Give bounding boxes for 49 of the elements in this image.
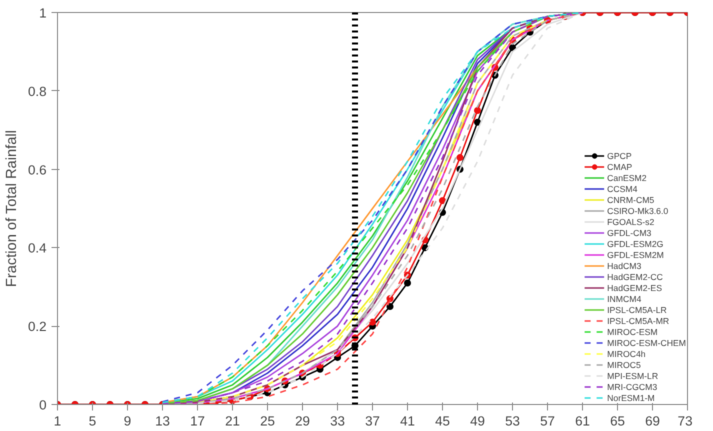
legend-label: CNRM-CM5 [607,194,654,205]
legend-label: GFDL-ESM2G [607,238,664,249]
legend-label: MIROC-ESM-CHEM [607,337,686,348]
x-tick-label: 69 [645,414,660,428]
x-tick-label: 73 [678,414,693,428]
y-tick-label: 0.4 [28,240,48,256]
legend-label: HadGEM2-CC [607,271,663,282]
legend-label: NorESM1-M [607,392,655,403]
y-tick-label: 0.2 [28,319,47,334]
y-tick-label: 0.6 [28,162,47,178]
legend-label: MRI-CGCM3 [607,381,658,392]
x-tick-label: 37 [365,414,380,428]
x-tick-label: 21 [225,414,240,428]
legend-label: GFDL-ESM2M [607,249,664,260]
legend-label: MIROC-ESM [607,326,658,337]
x-tick-label: 25 [260,414,275,428]
x-tick-label: 33 [330,414,345,428]
legend-label: HadCM3 [607,260,642,271]
x-tick-label: 41 [400,414,415,428]
y-tick-label: 0.8 [28,84,47,99]
x-tick-label: 57 [540,414,555,428]
legend-label: MPI-ESM-LR [607,370,658,381]
x-tick-label: 9 [124,414,132,428]
x-tick-label: 1 [54,414,62,428]
legend-label: IPSL-CM5A-LR [607,304,667,315]
legend-label: GPCP [607,150,632,161]
x-tick-label: 65 [610,414,625,428]
legend-label: HadGEM2-ES [607,282,662,293]
legend-label: INMCM4 [607,293,642,304]
legend-label: MIROC4h [607,348,646,359]
legend-label: FGOALS-s2 [607,216,654,227]
x-tick-label: 45 [435,414,450,428]
y-tick-label: 1 [39,6,47,20]
x-tick-label: 29 [295,414,310,428]
legend-label: CSIRO-Mk3.6.0 [607,205,668,216]
legend-label: CMAP [607,161,632,172]
legend-label: IPSL-CM5A-MR [607,315,670,326]
legend-label: CanESM2 [607,172,647,183]
legend-label: MIROC5 [607,359,641,370]
legend-label: GFDL-CM3 [607,227,652,238]
legend-label: CCSM4 [607,183,638,194]
x-tick-label: 61 [575,414,590,428]
x-tick-label: 17 [190,414,205,428]
x-tick-label: 5 [88,414,96,428]
x-tick-label: 13 [155,414,170,428]
y-tick-label: 0 [39,398,47,412]
y-axis-title: Fraction of Total Rainfall [4,130,20,288]
x-tick-label: 49 [470,414,485,428]
x-tick-label: 53 [505,414,520,428]
